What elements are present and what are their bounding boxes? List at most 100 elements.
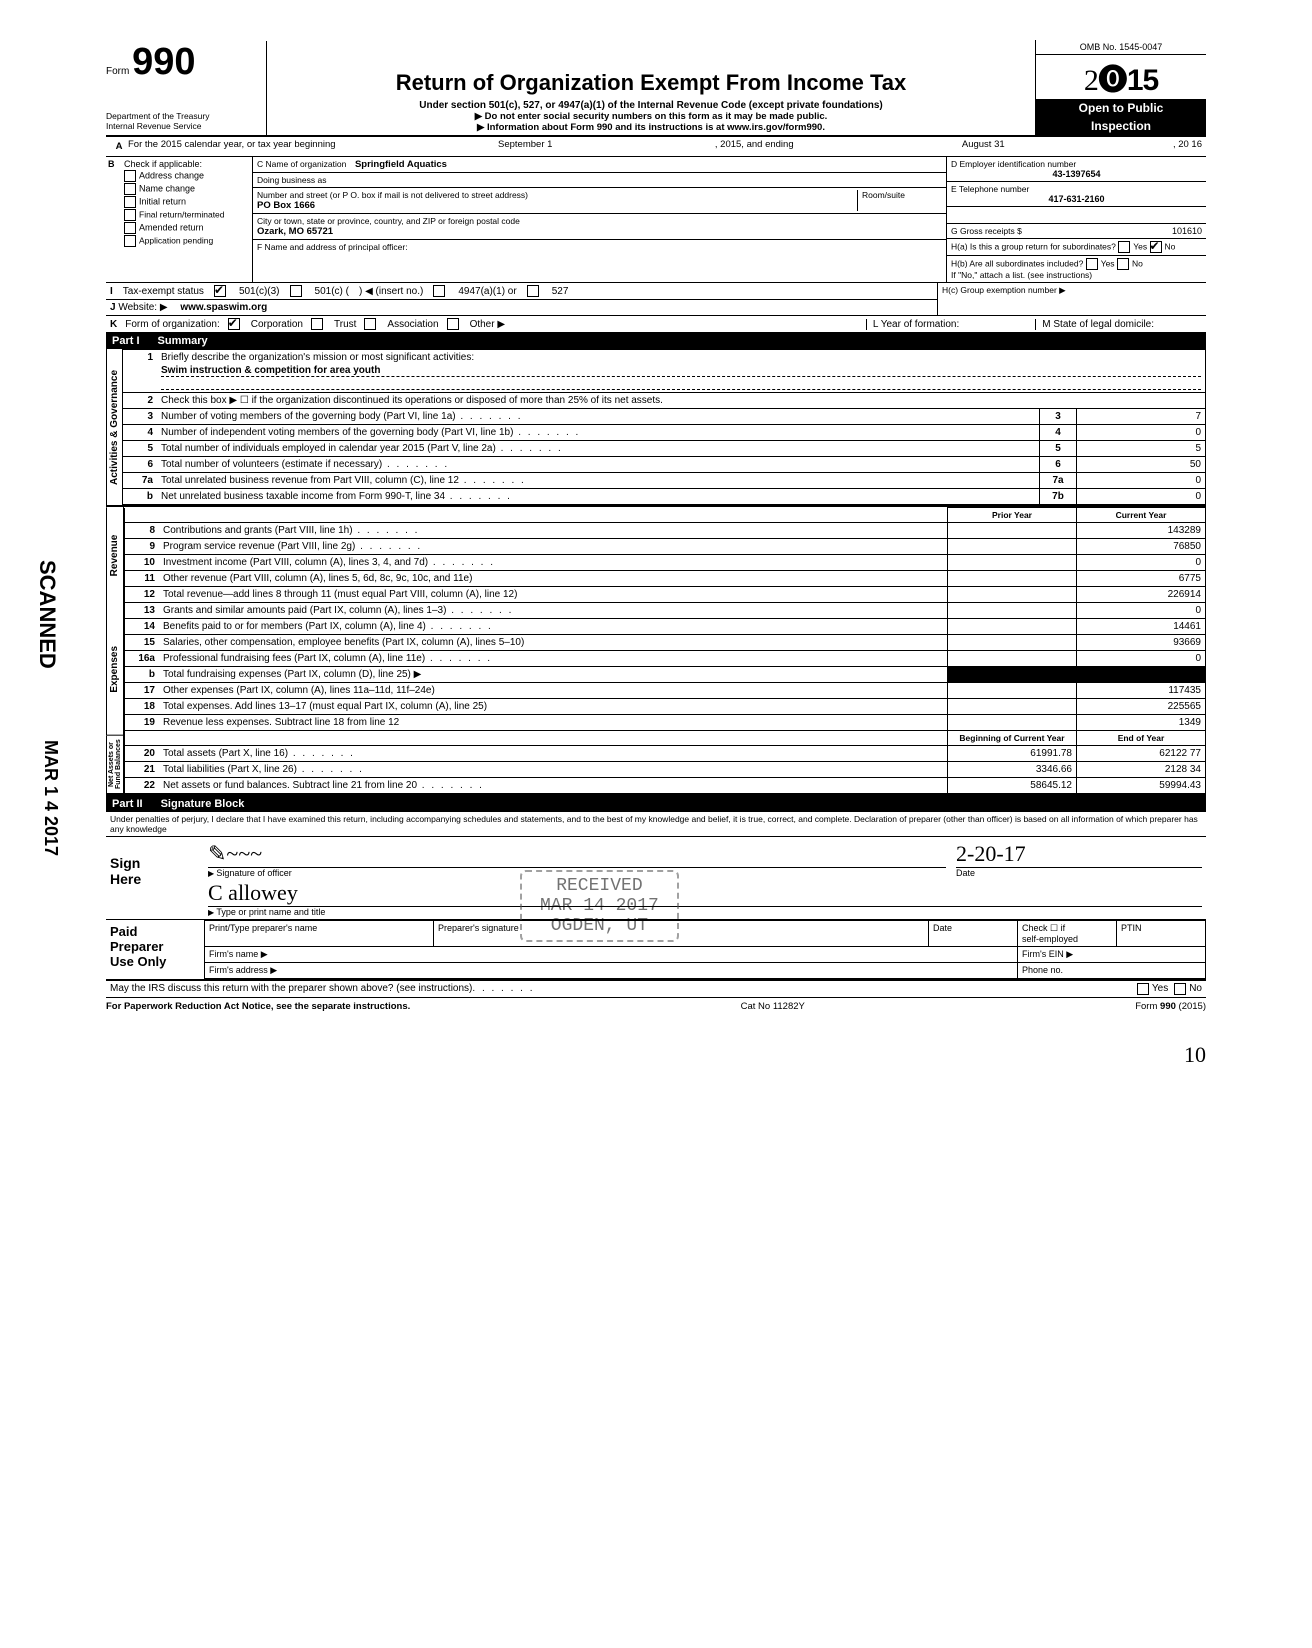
paid-preparer: Paid Preparer Use Only Print/Type prepar…: [106, 920, 1206, 981]
phone-val: 417-631-2160: [951, 194, 1202, 204]
Ha-cell: H(a) Is this a group return for subordin…: [946, 239, 1206, 256]
v6: 50: [1077, 457, 1206, 473]
chk-501c3[interactable]: [214, 285, 226, 297]
rev-exp-section: Revenue Expenses Net Assets or Fund Bala…: [106, 507, 1206, 796]
A-tail: , 20 16: [1173, 139, 1202, 154]
side-revenue: Revenue: [106, 507, 123, 603]
form-prefix: Form: [106, 66, 129, 77]
chk-527[interactable]: [527, 285, 539, 297]
v7b: 0: [1077, 489, 1206, 505]
chk-amended[interactable]: Amended return: [124, 222, 250, 234]
part2-bar: Part II Signature Block: [106, 796, 1206, 812]
paid-label: Paid Preparer Use Only: [106, 920, 204, 979]
chk-address[interactable]: Address change: [124, 170, 250, 182]
form-subtitle: Under section 501(c), 527, or 4947(a)(1)…: [275, 100, 1027, 111]
irs-no[interactable]: [1174, 983, 1186, 995]
note-info: ▶ Information about Form 990 and its ins…: [275, 122, 1027, 133]
Ha-yes[interactable]: [1118, 241, 1130, 253]
v3: 7: [1077, 409, 1206, 425]
chk-4947[interactable]: [433, 285, 445, 297]
note-ssn: ▶ Do not enter social security numbers o…: [275, 111, 1027, 122]
v4: 0: [1077, 425, 1206, 441]
row-K: K Form of organization: Corporation Trus…: [106, 316, 1206, 333]
sign-label: Sign Here: [106, 837, 204, 919]
row-A: A For the 2015 calendar year, or tax yea…: [106, 137, 1206, 157]
form-number: 990: [132, 41, 195, 83]
form-990-page: Form 990 Department of the Treasury Inte…: [106, 40, 1206, 1068]
irs-yes[interactable]: [1137, 983, 1149, 995]
B-heading: Check if applicable:: [124, 159, 250, 169]
A-mid: , 2015, and ending: [715, 139, 794, 154]
room-label: Room/suite: [857, 190, 942, 211]
city-val: Ozark, MO 65721: [257, 226, 333, 237]
D-cell: D Employer identification number 43-1397…: [946, 157, 1206, 182]
page-footer: For Paperwork Reduction Act Notice, see …: [106, 998, 1206, 1012]
label-B: B: [108, 159, 115, 169]
row-IJ: I Tax-exempt status 501(c)(3) 501(c) ( )…: [106, 283, 1206, 316]
chk-assoc[interactable]: [364, 318, 376, 330]
chk-501c[interactable]: [290, 285, 302, 297]
scanned-stamp: SCANNED: [34, 560, 60, 669]
col-C: C Name of organization Springfield Aquat…: [253, 157, 946, 282]
chk-initial[interactable]: Initial return: [124, 196, 250, 208]
omb-number: OMB No. 1545-0047: [1036, 40, 1206, 55]
inspection: Inspection: [1036, 117, 1206, 135]
sign-here: Sign Here ✎~~~ Signature of officer 2-20…: [106, 837, 1206, 920]
A-text: For the 2015 calendar year, or tax year …: [128, 139, 336, 154]
block-BCDEFG: B Check if applicable: Address change Na…: [106, 157, 1206, 283]
side-netassets: Net Assets or Fund Balances: [106, 736, 123, 794]
signature-scribble: ✎~~~: [208, 841, 262, 867]
chk-pending[interactable]: Application pending: [124, 235, 250, 247]
hand-date: 2-20-17: [956, 841, 1026, 867]
mission-val: Swim instruction & competition for area …: [161, 365, 380, 376]
A-end: August 31: [794, 139, 1173, 154]
dept-irs: Internal Revenue Service: [106, 122, 266, 131]
typed-name-scribble: C allowey: [208, 880, 298, 906]
F-row: F Name and address of principal officer:: [253, 240, 946, 272]
chk-corp[interactable]: [228, 318, 240, 330]
org-name: Springfield Aquatics: [355, 159, 447, 170]
open-public: Open to Public: [1036, 99, 1206, 117]
Hb-cell: H(b) Are all subordinates included? Yes …: [946, 256, 1206, 282]
chk-final[interactable]: Final return/terminated: [124, 209, 250, 221]
page-number-handwritten: 10: [106, 1042, 1206, 1068]
ein-val: 43-1397654: [951, 169, 1202, 179]
chk-other[interactable]: [447, 318, 459, 330]
row-I: I Tax-exempt status 501(c)(3) 501(c) ( )…: [106, 283, 937, 300]
footer-right: Form 990 (2015): [1135, 1001, 1206, 1012]
chk-name[interactable]: Name change: [124, 183, 250, 195]
gross-receipts: 101610: [1172, 226, 1202, 236]
website-val: www.spaswim.org: [180, 302, 267, 313]
Hb-yes[interactable]: [1086, 258, 1098, 270]
G-cell: G Gross receipts $ 101610: [946, 224, 1206, 239]
part1-bar: Part I Summary: [106, 333, 1206, 349]
side-governance: Activities & Governance: [106, 349, 122, 505]
footer-left: For Paperwork Reduction Act Notice, see …: [106, 1001, 410, 1012]
Ha-no[interactable]: [1150, 241, 1162, 253]
header-middle: Return of Organization Exempt From Incom…: [267, 70, 1035, 135]
E-cell: E Telephone number 417-631-2160: [946, 182, 1206, 207]
governance-table: 1 Briefly describe the organization's mi…: [122, 349, 1206, 505]
Hb-no[interactable]: [1117, 258, 1129, 270]
A-begin: September 1: [336, 139, 715, 154]
perjury-decl: Under penalties of perjury, I declare th…: [106, 812, 1206, 837]
v7a: 0: [1077, 473, 1206, 489]
row-J: J Website: ▶ www.spaswim.org: [106, 300, 937, 315]
label-A: A: [110, 139, 128, 154]
side-expenses: Expenses: [106, 603, 123, 736]
form-header: Form 990 Department of the Treasury Inte…: [106, 40, 1206, 137]
summary-section: Activities & Governance 1 Briefly descri…: [106, 349, 1206, 507]
form-title: Return of Organization Exempt From Incom…: [275, 70, 1027, 96]
header-right: OMB No. 1545-0047 2⓿201515 Open to Publi…: [1035, 40, 1206, 135]
financial-table: Prior Year Current Year 8Contributions a…: [124, 507, 1206, 794]
city-row: City or town, state or province, country…: [253, 214, 946, 240]
col-right: D Employer identification number 43-1397…: [946, 157, 1206, 282]
date-stamp-side: MAR 1 4 2017: [40, 740, 61, 856]
street-row: Number and street (or P O. box if mail i…: [253, 188, 946, 214]
Hc-cell: H(c) Group exemption number ▶: [937, 283, 1206, 315]
C-name-row: C Name of organization Springfield Aquat…: [253, 157, 946, 173]
blank-cell: [946, 207, 1206, 224]
chk-trust[interactable]: [311, 318, 323, 330]
street-val: PO Box 1666: [257, 200, 315, 211]
tax-year: 2⓿201515: [1036, 55, 1206, 99]
